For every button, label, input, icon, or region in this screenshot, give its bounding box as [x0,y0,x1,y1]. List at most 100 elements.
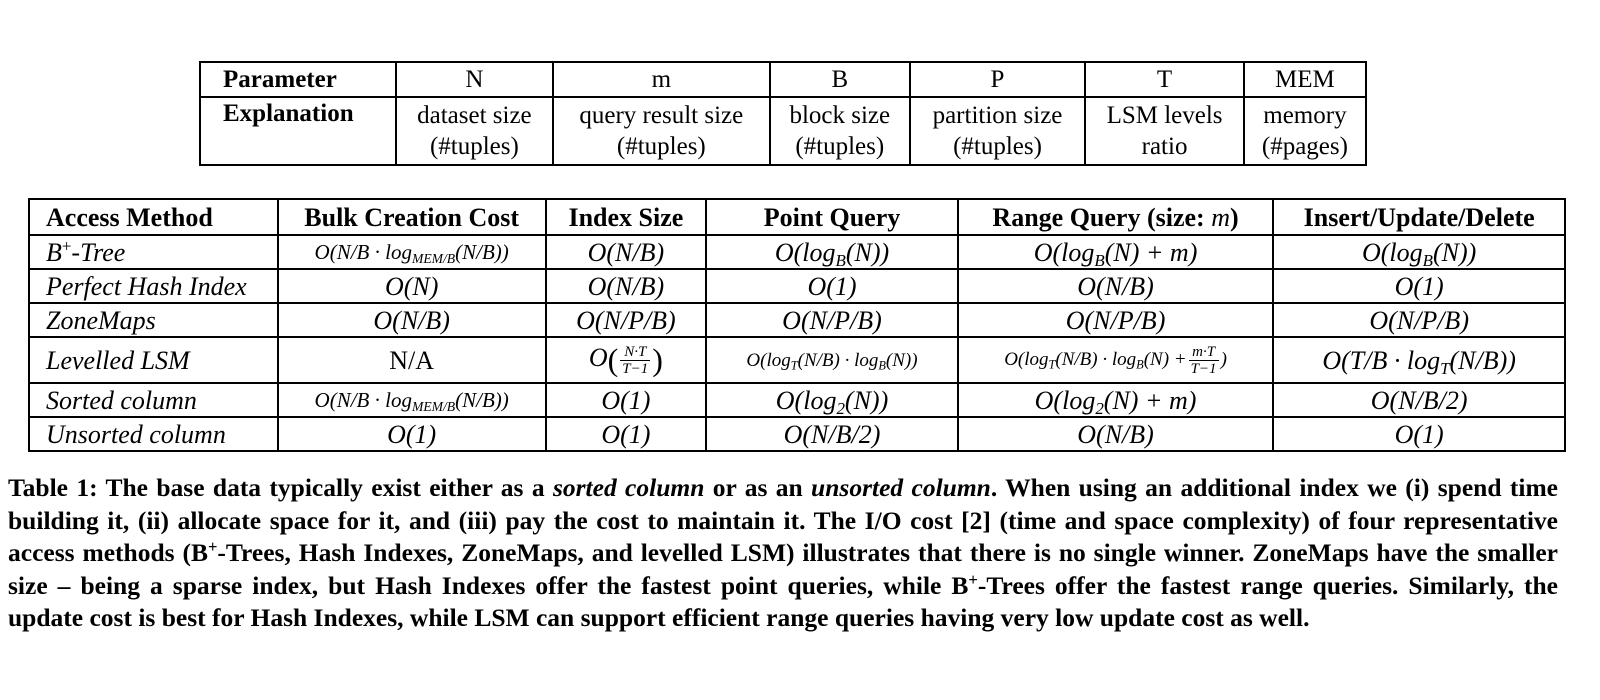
param-symbol-p: P [908,61,1087,98]
formula-sub: B [878,358,886,373]
formula-sub: B [1422,250,1433,270]
unsorted-bulk-cost: O(1) [276,416,547,452]
param-symbol-n: N [394,61,554,98]
formula-part: O(N/B · log [314,387,412,412]
table-caption: Table 1: The base data typically exist e… [8,472,1558,635]
caption-text: . When using an additional index we (i) … [8,473,1559,567]
btree-bulk-cost: O(N/B · logMEM/B(N/B)) [276,234,547,270]
formula-part: O(log [1033,237,1095,267]
range-query-suffix: ) [1229,202,1239,232]
hash-insert-update-delete: O(1) [1272,268,1566,304]
formula-sub: B [835,250,846,270]
param-symbol-mem: MEM [1242,61,1368,98]
header-index-size: Index Size [544,198,708,236]
btree-range-query: O(logB(N) + m) [956,234,1275,270]
method-perfect-hash: Perfect Hash Index [28,268,279,304]
param-explanation-n: dataset size (#tuples) [394,96,554,166]
param-symbol-b: B [768,61,911,98]
fraction-numerator: m·T [1188,344,1219,361]
explanation-row: Explanation dataset size (#tuples) query … [199,96,1368,166]
formula-part: (N) + m) [1103,385,1197,415]
btree-point-query: O(logB(N)) [705,234,959,270]
formula-part: (N)) [885,349,918,371]
formula-sub: 2 [836,398,845,418]
fraction: m·T T−1 [1188,344,1219,377]
explanation-line: block size [789,102,891,129]
explanation-line: (#tuples) [795,133,885,160]
zonemaps-bulk-cost: O(N/B) [276,302,547,338]
explanation-line: dataset size [417,102,532,129]
formula-part: (N) + [1143,348,1187,370]
header-range-query: Range Query (size: m) [956,198,1275,236]
explanation-line: (#tuples) [953,133,1042,160]
formula-part: (N)) [845,237,890,267]
caption-superscript: + [207,536,218,556]
formula-part: O(log [1362,237,1423,267]
parameter-row-header: Parameter [199,61,397,98]
formula-part: O(log [1034,385,1096,415]
method-levelled-lsm: Levelled LSM [28,336,279,384]
sorted-bulk-cost: O(N/B · logMEM/B(N/B)) [276,382,547,418]
zonemaps-insert-update-delete: O(N/P/B) [1272,302,1566,338]
method-zonemaps: ZoneMaps [28,302,279,338]
formula-part: O [588,343,608,373]
zonemaps-point-query: O(N/P/B) [705,302,959,338]
unsorted-range-query: O(N/B) [956,416,1275,452]
fraction-denominator: T−1 [1190,360,1217,377]
table-row-unsorted-column: Unsorted column O(1) O(1) O(N/B/2) O(N/B… [28,416,1566,452]
sorted-point-query: O(log2(N)) [705,382,959,418]
btree-base: B [46,237,62,267]
header-insert-update-delete: Insert/Update/Delete [1272,198,1566,236]
formula-part: O(T/B · log [1322,345,1441,375]
zonemaps-range-query: O(N/P/B) [956,302,1275,338]
unsorted-point-query: O(N/B/2) [705,416,959,452]
formula-part: ) [1220,348,1227,370]
unsorted-index-size: O(1) [544,416,708,452]
table-row-sorted-column: Sorted column O(N/B · logMEM/B(N/B)) O(1… [28,382,1566,418]
unsorted-insert-update-delete: O(1) [1272,416,1566,452]
header-point-query: Point Query [705,198,959,236]
formula-part: O(log [1004,348,1049,370]
btree-insert-update-delete: O(logB(N)) [1272,234,1566,270]
formula-sub: B [1136,357,1144,372]
formula-part: (N/B)) [455,387,509,412]
lsm-point-query: O(logT(N/B) · logB(N)) [705,336,959,384]
caption-text: -Trees, Hash Indexes, ZoneMaps, and leve… [8,538,1558,600]
hash-bulk-cost: O(N) [276,268,547,304]
formula-part: O(log [774,237,836,267]
table-row-btree: B+-Tree O(N/B · logMEM/B(N/B)) O(N/B) O(… [28,234,1566,270]
method-unsorted-column: Unsorted column [28,416,279,452]
param-symbol-m: m [551,61,771,98]
explanation-line: partition size [932,102,1063,129]
fraction: N·T T−1 [620,344,651,377]
caption-text: -Trees offer the fastest range queries. … [8,570,1558,633]
table-row-perfect-hash: Perfect Hash Index O(N) O(N/B) O(1) O(N/… [28,268,1566,304]
btree-sup: + [61,236,72,256]
hash-range-query: O(N/B) [956,268,1275,304]
formula-part: (N/B) · log [1055,348,1137,370]
header-access-method: Access Method [28,198,279,236]
explanation-line: query result size [579,102,744,129]
formula-sub: MEM/B [411,250,456,266]
cost-table-header-row: Access Method Bulk Creation Cost Index S… [28,198,1566,236]
explanation-line: ratio [1141,133,1188,160]
formula-part: O(N/B · log [314,239,412,264]
table-row-levelled-lsm: Levelled LSM N/A O(N·T T−1) O(logT(N/B) ·… [28,336,1566,384]
formula-sub: T [790,358,798,373]
parameter-table: Parameter N m B P T MEM Explanation data… [199,61,1368,166]
zonemaps-index-size: O(N/P/B) [544,302,708,338]
caption-superscript: + [968,569,978,589]
param-symbol-t: T [1084,61,1245,98]
lsm-insert-update-delete: O(T/B · logT(N/B)) [1272,336,1566,384]
explanation-line: (#pages) [1261,133,1348,160]
fraction-denominator: T−1 [622,360,649,377]
param-explanation-b: block size (#tuples) [768,96,911,166]
sorted-index-size: O(1) [544,382,708,418]
hash-point-query: O(1) [705,268,959,304]
formula-sub: T [1048,357,1056,372]
parameter-row: Parameter N m B P T MEM [199,61,1368,98]
btree-index-size: O(N/B) [544,234,708,270]
formula-sub: 2 [1095,398,1104,418]
caption-text: Table 1: The base data typically exist e… [8,473,553,502]
access-method-cost-table: Access Method Bulk Creation Cost Index S… [28,198,1566,452]
